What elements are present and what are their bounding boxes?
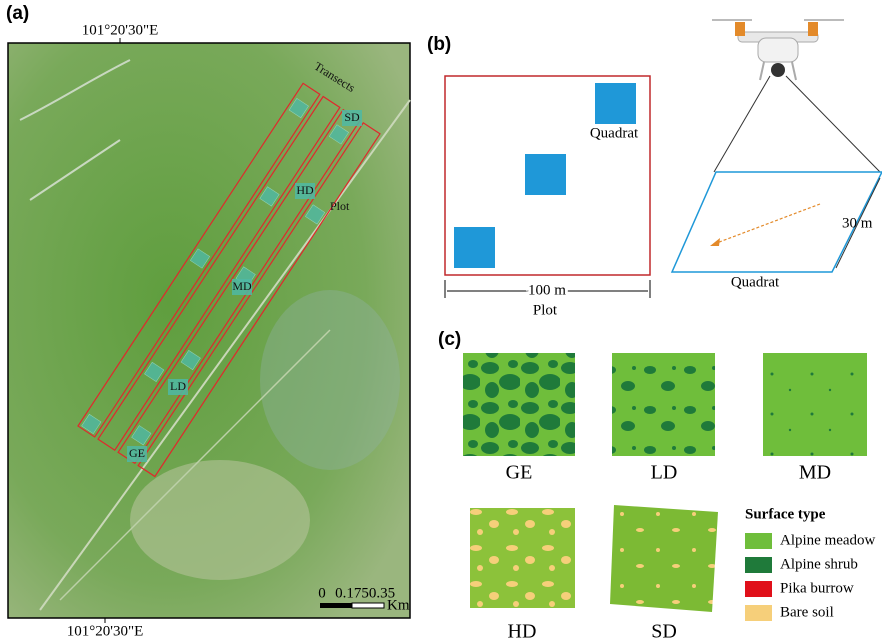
image-caption: SD <box>651 621 677 643</box>
site-label: MD <box>232 279 252 293</box>
legend-title: Surface type <box>745 506 826 522</box>
legend-swatch <box>745 557 772 573</box>
classified-image <box>763 353 867 456</box>
view-line <box>786 76 880 172</box>
classified-image <box>610 505 718 612</box>
quadrat-label: Quadrat <box>590 125 639 141</box>
classified-image <box>612 353 715 456</box>
plot-label: Plot <box>533 302 558 318</box>
coordinate-label: 101°20'30"E <box>67 623 144 639</box>
site-label: SD <box>344 110 360 124</box>
figure: (a) 101°20'30"E Transects Plot SDHDMDLDG… <box>0 0 882 644</box>
classified-image <box>470 508 575 608</box>
coordinate-label: 101°20'30"E <box>82 22 159 38</box>
plot-width: 100 m <box>528 282 566 298</box>
quadrat-side: 30 m <box>842 215 873 231</box>
legend-label: Pika burrow <box>780 580 854 596</box>
panel-label: (a) <box>6 3 29 24</box>
legend-label: Alpine meadow <box>780 532 876 548</box>
image-caption: HD <box>508 621 537 643</box>
scale-tick-label: 0 <box>318 585 326 601</box>
quadrat <box>454 227 495 268</box>
drone <box>712 20 844 80</box>
legend: Alpine meadow Alpine shrub Pika burrow Bare… <box>745 532 876 621</box>
panel-label: (b) <box>427 34 451 55</box>
legend-swatch <box>745 533 772 549</box>
image-caption: MD <box>799 462 831 484</box>
quadrat <box>525 154 566 195</box>
panel-label: (c) <box>438 329 461 350</box>
site-label: GE <box>129 446 145 460</box>
site-label: HD <box>296 183 314 197</box>
scale-segment <box>320 603 352 608</box>
scale-unit: Km <box>387 597 410 613</box>
plot-label: Plot <box>330 199 350 213</box>
legend-label: Alpine shrub <box>780 556 858 572</box>
scale-tick-label: 0.175 <box>335 585 369 601</box>
image-caption: GE <box>506 462 533 484</box>
classified-image <box>463 353 575 456</box>
scale-segment <box>352 603 384 608</box>
legend-swatch <box>745 581 772 597</box>
image-caption: LD <box>651 462 678 484</box>
drone-quadrat-label: Quadrat <box>731 274 780 290</box>
page: {"panels":{ "a":{"label":"(a)","top_coor… <box>0 0 882 644</box>
bare-area <box>130 460 310 580</box>
view-line <box>714 76 770 172</box>
site-label: LD <box>170 379 186 393</box>
quadrat <box>595 83 636 124</box>
legend-label: Bare soil <box>780 604 834 620</box>
legend-swatch <box>745 605 772 621</box>
